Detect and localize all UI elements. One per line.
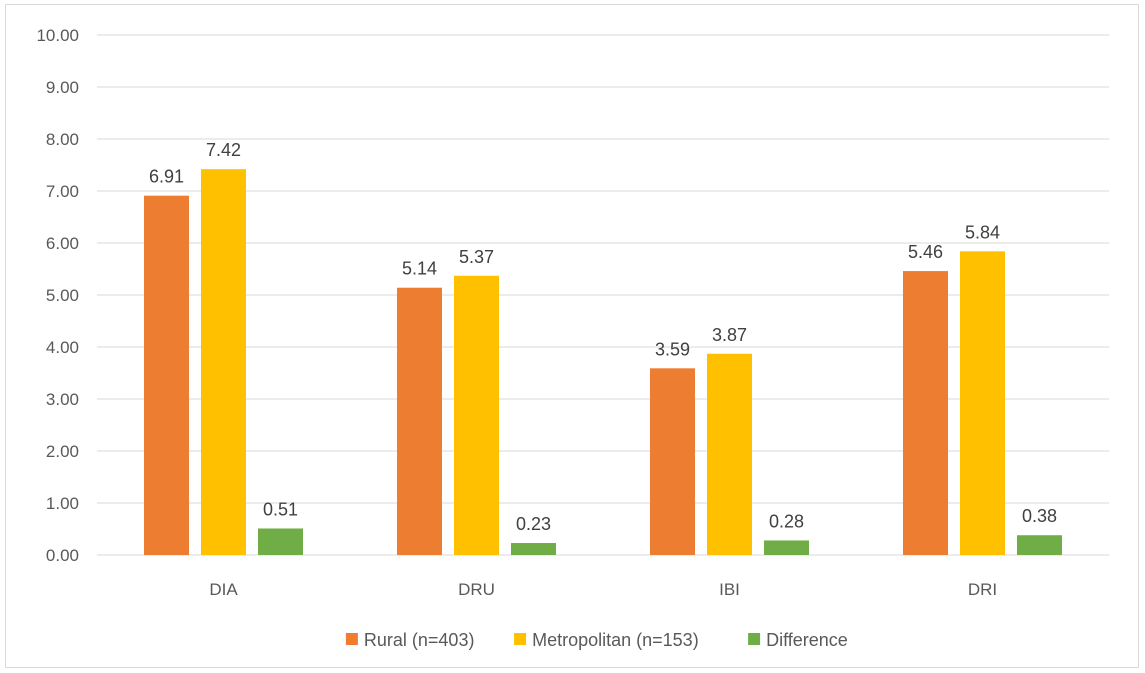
bar-dri-1: [960, 251, 1005, 555]
data-label: 5.14: [402, 259, 437, 279]
bar-dru-2: [511, 543, 556, 555]
data-label: 3.87: [712, 325, 747, 345]
bar-dia-1: [201, 169, 246, 555]
bar-ibi-0: [650, 368, 695, 555]
y-tick-label: 9.00: [46, 78, 79, 97]
y-tick-label: 2.00: [46, 442, 79, 461]
y-tick-label: 0.00: [46, 546, 79, 565]
legend-label-2: Difference: [766, 630, 848, 650]
bar-dia-2: [258, 528, 303, 555]
y-tick-label: 5.00: [46, 286, 79, 305]
data-label: 5.37: [459, 247, 494, 267]
x-axis-ticks: DIA DRU IBI DRI: [209, 580, 997, 599]
gridlines: [97, 34, 1109, 556]
chart-frame: [5, 4, 1139, 668]
data-label: 5.84: [965, 222, 1000, 242]
bars: [144, 169, 1062, 555]
bar-dri-2: [1017, 535, 1062, 555]
y-tick-label: 1.00: [46, 494, 79, 513]
data-label: 5.46: [908, 242, 943, 262]
data-label: 6.91: [149, 167, 184, 187]
y-tick-label: 7.00: [46, 182, 79, 201]
data-label: 0.23: [516, 514, 551, 534]
data-label: 0.38: [1022, 506, 1057, 526]
data-label: 0.28: [769, 511, 804, 531]
x-tick-label-ibi: IBI: [719, 580, 740, 599]
bar-dru-0: [397, 287, 442, 555]
y-tick-label: 8.00: [46, 130, 79, 149]
bar-dia-0: [144, 195, 189, 555]
x-tick-label-dri: DRI: [968, 580, 997, 599]
data-labels: 6.91 7.42 0.51 5.14 5.37 0.23 3.59 3.87 0.28 5.46…: [149, 140, 1057, 534]
legend: Rural (n=403) Metropolitan (n=153) Differe…: [345, 630, 848, 650]
bar-dru-1: [454, 275, 499, 555]
x-tick-label-dru: DRU: [458, 580, 495, 599]
legend-label-0: Rural (n=403): [364, 630, 475, 650]
y-tick-label: 4.00: [46, 338, 79, 357]
legend-swatch-0: [345, 633, 358, 645]
bar-ibi-1: [707, 353, 752, 555]
data-label: 3.59: [655, 339, 690, 359]
bar-dri-0: [903, 271, 948, 555]
bar-ibi-2: [764, 540, 809, 555]
legend-swatch-2: [748, 633, 761, 645]
y-tick-label: 10.00: [36, 26, 79, 45]
data-label: 7.42: [206, 140, 241, 160]
y-axis-ticks: 0.00 1.00 2.00 3.00 4.00 5.00 6.00 7.00 8.00 9.00…: [36, 26, 79, 565]
y-tick-label: 3.00: [46, 390, 79, 409]
legend-swatch-1: [514, 633, 527, 645]
legend-label-1: Metropolitan (n=153): [532, 630, 699, 650]
x-tick-label-dia: DIA: [209, 580, 238, 599]
data-label: 0.51: [263, 499, 298, 519]
y-tick-label: 6.00: [46, 234, 79, 253]
